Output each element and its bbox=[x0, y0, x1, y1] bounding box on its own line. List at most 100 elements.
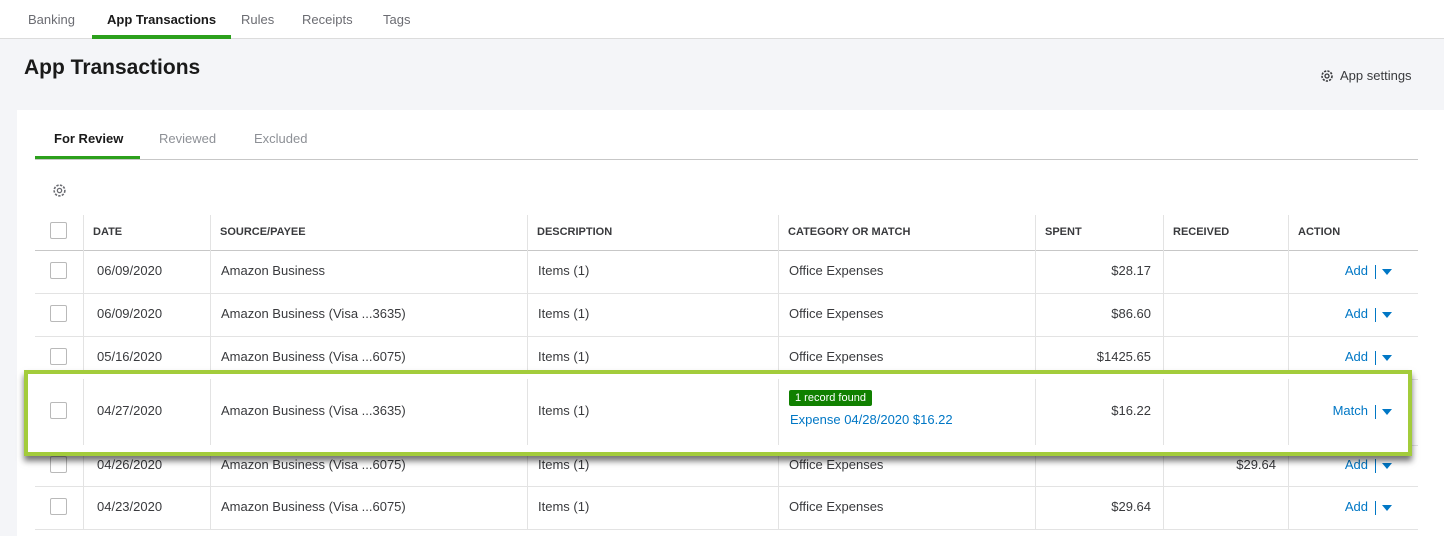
cell-divider bbox=[778, 445, 779, 486]
cell-divider bbox=[778, 379, 779, 445]
gear-icon bbox=[1321, 69, 1333, 82]
cell-divider bbox=[210, 445, 211, 486]
checkbox[interactable] bbox=[50, 402, 67, 419]
cell-divider bbox=[778, 250, 779, 293]
cell-date: 04/27/2020 bbox=[97, 403, 163, 418]
cell-divider bbox=[210, 336, 211, 379]
checkbox[interactable] bbox=[50, 347, 67, 365]
cell-divider bbox=[83, 293, 84, 336]
cell-spent: $29.64 bbox=[1111, 498, 1151, 514]
cell-date: 06/09/2020 bbox=[97, 305, 163, 321]
row-line bbox=[35, 529, 1418, 530]
cell-description: Items (1) bbox=[538, 348, 590, 364]
column-header: DESCRIPTION bbox=[537, 226, 613, 238]
checkbox[interactable] bbox=[50, 222, 67, 239]
action-button[interactable]: Add bbox=[1344, 348, 1368, 364]
cell-spent: $1425.65 bbox=[1096, 348, 1151, 364]
checkbox[interactable] bbox=[50, 455, 67, 473]
checkbox[interactable] bbox=[50, 497, 67, 515]
cell-divider bbox=[778, 336, 779, 379]
cell-description: Items (1) bbox=[538, 498, 590, 514]
action-divider bbox=[1375, 350, 1376, 365]
cell-divider bbox=[83, 445, 84, 486]
nav-tab[interactable]: Receipts bbox=[302, 12, 353, 27]
column-divider bbox=[210, 215, 211, 250]
column-divider bbox=[527, 215, 528, 250]
cell-category: Office Expenses bbox=[789, 456, 884, 472]
cell-divider bbox=[527, 445, 528, 486]
action-dropdown[interactable] bbox=[1382, 268, 1392, 275]
app-settings-label: App settings bbox=[1340, 68, 1412, 83]
action-dropdown[interactable] bbox=[1382, 504, 1392, 511]
action-divider bbox=[1375, 458, 1376, 473]
action-button[interactable]: Add bbox=[1344, 456, 1368, 472]
action-button[interactable]: Add bbox=[1344, 262, 1368, 278]
checkbox[interactable] bbox=[50, 304, 67, 322]
review-tab[interactable]: Reviewed bbox=[159, 131, 217, 146]
review-tab-underline bbox=[35, 156, 140, 159]
cell-divider bbox=[1288, 486, 1289, 529]
cell-divider bbox=[1035, 293, 1036, 336]
nav-tab[interactable]: Banking bbox=[28, 12, 75, 27]
row-line bbox=[35, 486, 1418, 487]
nav-tab-underline bbox=[92, 35, 231, 39]
column-divider bbox=[1163, 215, 1164, 250]
cell-divider bbox=[83, 486, 84, 529]
cell-description: Items (1) bbox=[538, 403, 590, 418]
action-dropdown[interactable] bbox=[1382, 311, 1392, 318]
cell-divider bbox=[210, 293, 211, 336]
cell-source: Amazon Business (Visa ...6075) bbox=[221, 456, 406, 472]
column-header: RECEIVED bbox=[1173, 226, 1230, 238]
column-divider bbox=[778, 215, 779, 250]
cell-spent: $28.17 bbox=[1111, 262, 1151, 278]
cell-description: Items (1) bbox=[538, 456, 590, 472]
table-header-line bbox=[35, 250, 1418, 251]
cell-divider bbox=[1163, 445, 1164, 486]
checkbox[interactable] bbox=[50, 261, 67, 279]
action-dropdown[interactable] bbox=[1382, 354, 1392, 361]
cell-divider bbox=[1163, 250, 1164, 293]
cell-divider bbox=[83, 336, 84, 379]
cell-source: Amazon Business (Visa ...6075) bbox=[221, 498, 406, 514]
match-link[interactable]: Expense 04/28/2020 $16.22 bbox=[790, 412, 953, 427]
nav-tab[interactable]: Rules bbox=[241, 12, 275, 27]
cell-category: Office Expenses bbox=[789, 262, 884, 278]
cell-date: 06/09/2020 bbox=[97, 262, 163, 278]
cell-received: $29.64 bbox=[1236, 456, 1276, 472]
cell-source: Amazon Business bbox=[221, 262, 326, 278]
cell-divider bbox=[1288, 250, 1289, 293]
cell-divider bbox=[778, 486, 779, 529]
top-nav bbox=[0, 0, 1444, 39]
review-tab[interactable]: For Review bbox=[54, 131, 124, 146]
cell-divider bbox=[527, 486, 528, 529]
nav-tab[interactable]: Tags bbox=[383, 12, 411, 27]
cell-divider bbox=[527, 293, 528, 336]
highlighted-row bbox=[24, 370, 1412, 456]
row-line bbox=[35, 336, 1418, 337]
cell-divider bbox=[1035, 445, 1036, 486]
cell-divider bbox=[527, 379, 528, 445]
cell-divider bbox=[778, 293, 779, 336]
nav-tab[interactable]: App Transactions bbox=[107, 12, 217, 27]
action-dropdown[interactable] bbox=[1382, 462, 1392, 469]
cell-divider bbox=[1035, 379, 1036, 445]
action-button[interactable]: Match bbox=[1332, 403, 1368, 418]
cell-divider bbox=[210, 250, 211, 293]
cell-category: Office Expenses bbox=[789, 305, 884, 321]
review-tab[interactable]: Excluded bbox=[254, 131, 308, 146]
action-button[interactable]: Add bbox=[1344, 305, 1368, 321]
cell-divider bbox=[210, 379, 211, 445]
action-button[interactable]: Add bbox=[1344, 498, 1368, 514]
cell-description: Items (1) bbox=[538, 262, 590, 278]
column-header: DATE bbox=[93, 226, 123, 238]
cell-date: 04/23/2020 bbox=[97, 498, 163, 514]
page-title: App Transactions bbox=[24, 56, 201, 79]
cell-description: Items (1) bbox=[538, 305, 590, 321]
cell-spent: $16.22 bbox=[1111, 403, 1151, 418]
app-settings[interactable]: App settings bbox=[1320, 68, 1412, 83]
action-dropdown[interactable] bbox=[1382, 409, 1392, 415]
cell-divider bbox=[527, 336, 528, 379]
table-settings[interactable] bbox=[52, 183, 67, 198]
action-divider bbox=[1375, 307, 1376, 322]
